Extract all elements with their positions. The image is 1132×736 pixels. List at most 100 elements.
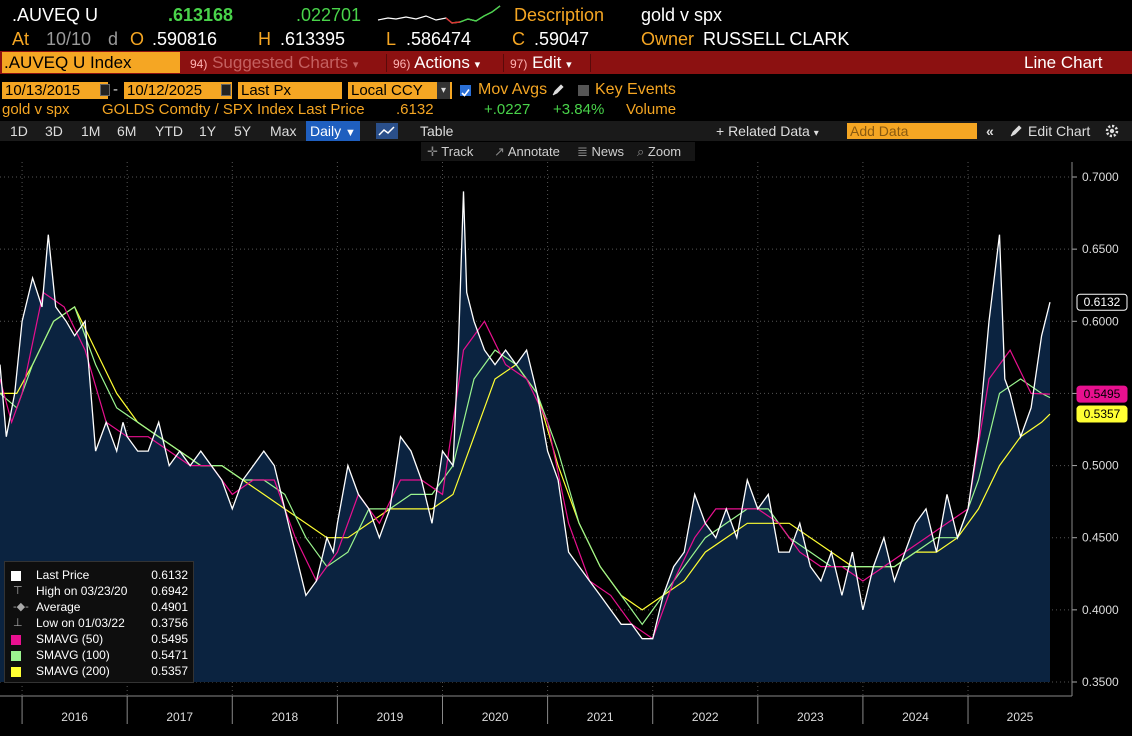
- range-1d[interactable]: 1D: [10, 123, 28, 139]
- chevron-down-icon[interactable]: ▾: [437, 82, 450, 99]
- track-label: Track: [441, 144, 474, 159]
- zoom-icon: ⌕: [637, 144, 645, 159]
- y-tick-label: 0.5500: [1082, 386, 1119, 400]
- annotate-label: Annotate: [507, 144, 560, 159]
- legend-label: High on 03/23/20: [36, 584, 128, 598]
- price-field-select[interactable]: Last Px: [238, 82, 342, 99]
- annotate-tool[interactable]: ↗ Annotate: [494, 142, 560, 161]
- series-name: gold v spx: [2, 101, 70, 118]
- legend-label: Last Price: [36, 568, 90, 582]
- legend-value: 0.6942: [151, 584, 188, 598]
- table-view-button[interactable]: Table: [420, 123, 454, 139]
- menu-divider: [503, 54, 504, 72]
- net-change: .022701: [296, 5, 362, 25]
- legend-value: 0.3756: [151, 616, 188, 630]
- line-chart-icon[interactable]: [376, 123, 398, 139]
- legend-label: SMAVG (200): [36, 664, 110, 678]
- legend-swatch: [11, 651, 21, 661]
- close-value: .59047: [534, 29, 590, 49]
- actions-label: Actions: [414, 53, 470, 72]
- calendar-icon[interactable]: [221, 84, 231, 96]
- chart-legend[interactable]: Last Price 0.6132 ⊤ High on 03/23/20 0.6…: [4, 561, 194, 683]
- legend-sma50: SMAVG (50) 0.5495: [8, 632, 190, 647]
- chart-type-label[interactable]: Line Chart: [1024, 53, 1103, 72]
- legend-value: 0.5357: [151, 664, 188, 678]
- range-5y[interactable]: 5Y: [234, 123, 252, 139]
- add-data-input[interactable]: Add Data: [847, 123, 977, 139]
- range-1m[interactable]: 1M: [81, 123, 101, 139]
- open-value: .590816: [152, 29, 218, 49]
- suggested-charts-number: 94): [190, 57, 208, 71]
- edit-chart-button[interactable]: Edit Chart: [1028, 123, 1091, 139]
- calendar-icon[interactable]: [100, 84, 110, 96]
- legend-label: SMAVG (100): [36, 648, 110, 662]
- track-tool[interactable]: ✛ Track: [427, 142, 473, 161]
- suggested-charts-label: Suggested Charts: [212, 53, 349, 72]
- description-value: gold v spx: [641, 5, 723, 25]
- mov-avgs-label[interactable]: Mov Avgs: [478, 81, 548, 98]
- mov-avgs-checkbox[interactable]: [460, 85, 471, 97]
- end-value-label: 0.6132: [1084, 295, 1121, 309]
- y-tick-label: 0.5000: [1082, 459, 1119, 473]
- edit-number: 97): [510, 57, 528, 71]
- y-tick-label: 0.6000: [1082, 314, 1119, 328]
- date-range-dash: -: [113, 81, 118, 98]
- security-field[interactable]: .AUVEQ U Index: [2, 52, 180, 73]
- volume-label: Volume: [626, 101, 677, 118]
- pencil-icon[interactable]: [552, 84, 564, 96]
- owner-label: Owner: [641, 29, 695, 49]
- quote-date: 10/10: [46, 29, 92, 49]
- chevron-down-icon: ▾: [474, 59, 481, 71]
- x-tick-label: 2023: [797, 710, 824, 724]
- y-tick-label: 0.4000: [1082, 603, 1119, 617]
- end-value-box: [1076, 405, 1128, 423]
- collapse-icon[interactable]: «: [986, 123, 994, 139]
- gear-icon[interactable]: [1104, 123, 1120, 139]
- y-tick-label: 0.7000: [1082, 170, 1119, 184]
- zoom-tool[interactable]: ⌕ Zoom: [637, 142, 681, 161]
- range-3d[interactable]: 3D: [45, 123, 63, 139]
- last-price: .613168: [168, 5, 234, 25]
- key-events-checkbox[interactable]: [578, 85, 589, 96]
- chevron-down-icon: ▾: [352, 59, 359, 71]
- x-tick-label: 2024: [902, 710, 929, 724]
- suggested-charts-menu[interactable]: 94) Suggested Charts ▾: [190, 52, 358, 73]
- legend-sma200: SMAVG (200) 0.5357: [8, 664, 190, 679]
- x-tick-label: 2020: [482, 710, 509, 724]
- low-marker-icon: ⊥: [13, 617, 23, 629]
- pencil-icon[interactable]: [1010, 125, 1022, 137]
- frequency-label: Daily: [310, 123, 342, 139]
- high-value: .613395: [280, 29, 346, 49]
- news-label: News: [591, 144, 625, 159]
- d-label: d: [108, 29, 119, 49]
- sparkline-icon: [377, 5, 501, 24]
- close-label: C: [512, 29, 525, 49]
- range-6m[interactable]: 6M: [117, 123, 137, 139]
- chevron-down-icon: ▾: [566, 59, 572, 71]
- range-ytd[interactable]: YTD: [155, 123, 183, 139]
- frequency-select[interactable]: Daily ▼: [306, 121, 360, 141]
- chevron-down-icon: ▾: [813, 128, 819, 139]
- range-max[interactable]: Max: [270, 123, 297, 139]
- average-marker-icon: -◆-: [13, 601, 29, 613]
- menu-divider: [590, 54, 591, 72]
- news-tool[interactable]: ≣ News: [577, 142, 624, 161]
- high-marker-icon: ⊤: [13, 585, 23, 597]
- y-tick-label: 0.6500: [1082, 242, 1119, 256]
- legend-value: 0.5495: [151, 632, 188, 646]
- actions-menu[interactable]: 96) Actions ▾: [393, 52, 480, 73]
- related-data-label: + Related Data: [716, 123, 810, 139]
- key-events-label[interactable]: Key Events: [595, 81, 676, 98]
- start-date-input[interactable]: 10/13/2015: [2, 82, 108, 99]
- edit-menu[interactable]: 97) Edit ▾: [510, 52, 572, 73]
- legend-label: SMAVG (50): [36, 632, 104, 646]
- related-data-menu[interactable]: + Related Data ▾: [716, 121, 819, 141]
- series-price: .6132: [396, 101, 434, 118]
- news-icon: ≣: [577, 144, 588, 159]
- end-date-input[interactable]: 10/12/2025: [124, 82, 232, 99]
- currency-select[interactable]: Local CCY: [348, 82, 452, 99]
- range-1y[interactable]: 1Y: [199, 123, 217, 139]
- legend-value: 0.6132: [151, 568, 188, 582]
- series-formula: GOLDS Comdty / SPX Index Last Price: [102, 101, 365, 118]
- at-label: At: [12, 29, 30, 49]
